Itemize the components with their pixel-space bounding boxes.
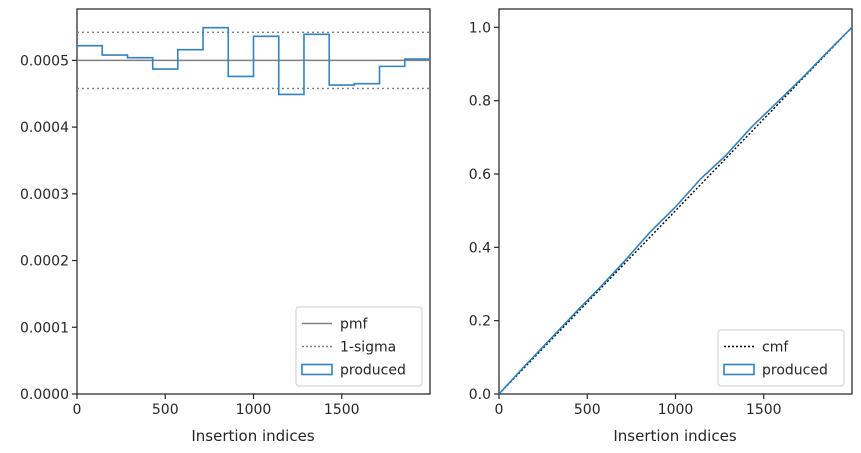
- pmf-histogram-panel: 0 500 1000 1500 0.0000 0.0001 0.0002 0.0003 0.00…: [20, 8, 431, 445]
- x-tick-label: 1000: [658, 402, 694, 418]
- plot-marks: [77, 26, 430, 96]
- cmf-line: [498, 26, 853, 395]
- axis-ticks: 0 500 1000 1500 0.0000 0.0001 0.0002 0.0003 0.00…: [20, 53, 360, 418]
- legend-label: pmf: [340, 317, 369, 333]
- legend-swatch: [723, 363, 755, 376]
- y-tick-label: 0.0002: [20, 254, 69, 270]
- legend-swatch: [301, 363, 333, 376]
- y-tick-label: 0.6: [469, 167, 491, 183]
- y-tick-label: 0.2: [469, 314, 491, 330]
- legend-frame: [295, 306, 423, 387]
- legend-label: produced: [340, 363, 406, 379]
- x-tick-label: 1500: [746, 402, 782, 418]
- x-tick-label: 500: [574, 402, 601, 418]
- legend-frame: [717, 329, 845, 387]
- legend-label: produced: [762, 363, 828, 379]
- y-tick-label: 0.0001: [20, 320, 69, 336]
- x-tick-label: 1000: [236, 402, 272, 418]
- produced-line: [498, 26, 853, 395]
- plot-marks: [498, 26, 853, 395]
- cmf-line-panel: 0 500 1000 1500 0.0 0.2 0.4 0.6 0.8 1.0 Insertion…: [469, 8, 853, 445]
- y-tick-label: 0.0: [469, 387, 491, 403]
- x-tick-label: 1500: [324, 402, 360, 418]
- x-tick-label: 500: [152, 402, 179, 418]
- axis-ticks: 0 500 1000 1500 0.0 0.2 0.4 0.6 0.8 1.0: [469, 20, 782, 418]
- x-tick-label: 0: [73, 402, 82, 418]
- y-tick-label: 0.8: [469, 94, 491, 110]
- legend: cmf produced: [717, 329, 845, 387]
- x-axis-label: Insertion indices: [191, 427, 314, 445]
- x-tick-label: 0: [495, 402, 504, 418]
- legend-label: cmf: [762, 340, 789, 356]
- y-tick-label: 0.0005: [20, 53, 69, 69]
- produced-step-histogram: [77, 26, 430, 96]
- y-tick-label: 1.0: [469, 20, 491, 36]
- y-tick-label: 0.0004: [20, 120, 69, 136]
- legend-label: 1-sigma: [340, 340, 396, 356]
- y-tick-label: 0.4: [469, 240, 491, 256]
- y-tick-label: 0.0003: [20, 187, 69, 203]
- x-axis-label: Insertion indices: [613, 427, 736, 445]
- y-tick-label: 0.0000: [20, 387, 69, 403]
- legend: pmf 1-sigma produced: [295, 306, 423, 387]
